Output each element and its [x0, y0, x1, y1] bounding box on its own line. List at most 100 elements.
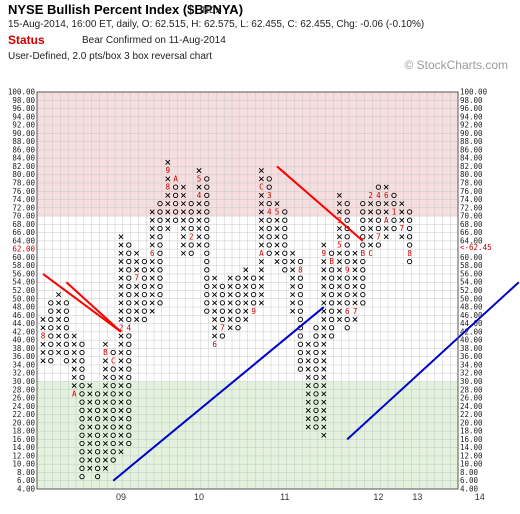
- o-box: [344, 291, 350, 298]
- x-box: [134, 308, 140, 314]
- x-box: [290, 250, 296, 256]
- x-box: [196, 225, 202, 231]
- o-box: [63, 341, 70, 347]
- pnf-column: [94, 391, 101, 480]
- x-box: [118, 366, 124, 372]
- x-box: [227, 325, 233, 331]
- x-tick-label: 10: [194, 492, 204, 502]
- x-box: [40, 341, 46, 347]
- o-box: [79, 349, 85, 356]
- x-box: [40, 325, 46, 331]
- pnf-column: [227, 275, 233, 331]
- y-tick-label-right: 60.00: [460, 253, 483, 262]
- o-box: [63, 316, 70, 323]
- o-box: [204, 258, 210, 265]
- o-box: [188, 217, 194, 223]
- x-box: [180, 201, 186, 207]
- o-box: [63, 300, 70, 306]
- month-marker: 2: [368, 191, 373, 200]
- o-box: [297, 316, 304, 323]
- o-box: [344, 242, 350, 248]
- pnf-column: 7: [219, 283, 226, 339]
- y-tick-label-right: 10.00: [460, 460, 483, 469]
- o-box: [94, 457, 101, 463]
- y-tick-label-right: 54.00: [460, 278, 483, 287]
- x-box: [321, 275, 327, 281]
- resistance-trendline: [276, 165, 364, 242]
- x-box: [243, 267, 249, 273]
- x-box: [352, 275, 358, 281]
- x-box: [399, 217, 405, 223]
- o-box: [141, 308, 148, 314]
- x-box: [305, 424, 311, 430]
- o-box: [204, 184, 210, 190]
- x-box: [212, 333, 218, 339]
- pnf-column: [157, 201, 163, 306]
- o-box: [110, 382, 116, 389]
- o-box: [266, 242, 272, 248]
- x-box: [258, 176, 264, 182]
- month-marker: 8: [407, 249, 412, 258]
- x-box: [118, 300, 124, 306]
- o-box: [79, 424, 85, 430]
- x-box: [227, 308, 233, 314]
- y-tick-label-left: 4.00: [17, 485, 36, 494]
- x-box: [118, 358, 124, 364]
- x-box: [180, 250, 186, 256]
- x-box: [321, 242, 327, 248]
- month-marker: 4: [267, 208, 272, 217]
- x-box: [321, 358, 327, 364]
- pnf-column: 2: [118, 234, 124, 455]
- o-box: [172, 217, 179, 223]
- o-box: [375, 225, 382, 232]
- o-box: [94, 440, 101, 447]
- x-box: [258, 267, 264, 273]
- x-box: [336, 234, 342, 240]
- o-box: [313, 349, 319, 356]
- y-tick-label-left: 36.00: [12, 352, 35, 361]
- o-box: [126, 333, 132, 339]
- month-marker: 8: [166, 183, 171, 192]
- pnf-column: 1: [391, 192, 397, 232]
- o-box: [219, 316, 226, 323]
- o-box: [282, 267, 288, 273]
- month-marker: 4: [197, 191, 202, 200]
- o-box: [126, 258, 132, 265]
- x-box: [321, 432, 327, 438]
- y-tick-label-right: 100.00: [460, 88, 488, 97]
- x-box: [258, 201, 264, 207]
- x-box: [118, 407, 124, 413]
- o-box: [79, 457, 85, 463]
- month-marker: 7: [220, 323, 225, 332]
- y-tick-label-left: 78.00: [12, 178, 35, 187]
- x-box: [258, 242, 264, 248]
- o-box: [126, 424, 132, 430]
- o-box: [48, 316, 54, 323]
- x-box: [102, 440, 108, 447]
- x-box: [227, 300, 233, 306]
- x-box: [71, 333, 77, 339]
- o-box: [375, 201, 382, 207]
- o-box: [204, 291, 210, 298]
- x-box: [71, 341, 77, 347]
- o-box: [344, 234, 350, 240]
- o-box: [297, 283, 304, 290]
- month-marker: A: [259, 249, 264, 258]
- pnf-column: [290, 250, 296, 314]
- y-tick-label-right: 96.00: [460, 104, 483, 113]
- x-box: [118, 399, 124, 405]
- y-tick-label-left: 20.00: [12, 418, 35, 427]
- y-tick-label-left: 16.00: [12, 435, 35, 444]
- o-box: [110, 440, 116, 447]
- y-tick-label-left: 100.00: [8, 88, 36, 97]
- o-box: [204, 275, 210, 281]
- o-box: [126, 242, 132, 248]
- x-box: [165, 201, 171, 207]
- support-trendline: [112, 306, 325, 482]
- pnf-column: [313, 325, 319, 430]
- x-box: [87, 383, 93, 389]
- o-box: [110, 457, 116, 463]
- x-box: [321, 341, 327, 347]
- y-tick-label-right: 56.00: [460, 269, 483, 278]
- o-box: [250, 283, 257, 290]
